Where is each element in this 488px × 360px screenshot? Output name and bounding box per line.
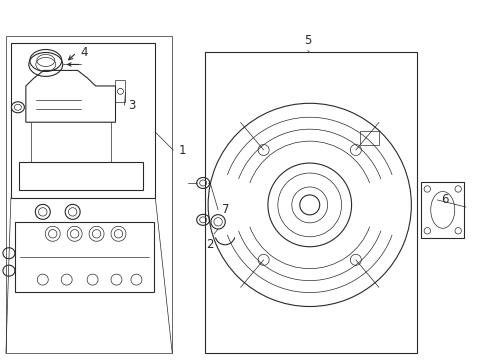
Text: 1: 1 xyxy=(178,144,185,157)
Text: 5: 5 xyxy=(304,33,311,46)
Text: 2: 2 xyxy=(206,238,213,251)
Text: 7: 7 xyxy=(222,203,229,216)
Text: 4: 4 xyxy=(81,46,88,59)
Text: 3: 3 xyxy=(128,99,136,112)
Bar xyxy=(421,182,463,238)
Bar xyxy=(359,131,379,145)
Text: 6: 6 xyxy=(440,193,448,206)
Bar xyxy=(205,53,416,353)
Bar xyxy=(15,222,154,292)
Bar xyxy=(11,42,155,198)
Bar xyxy=(6,36,172,353)
Bar xyxy=(115,80,125,102)
